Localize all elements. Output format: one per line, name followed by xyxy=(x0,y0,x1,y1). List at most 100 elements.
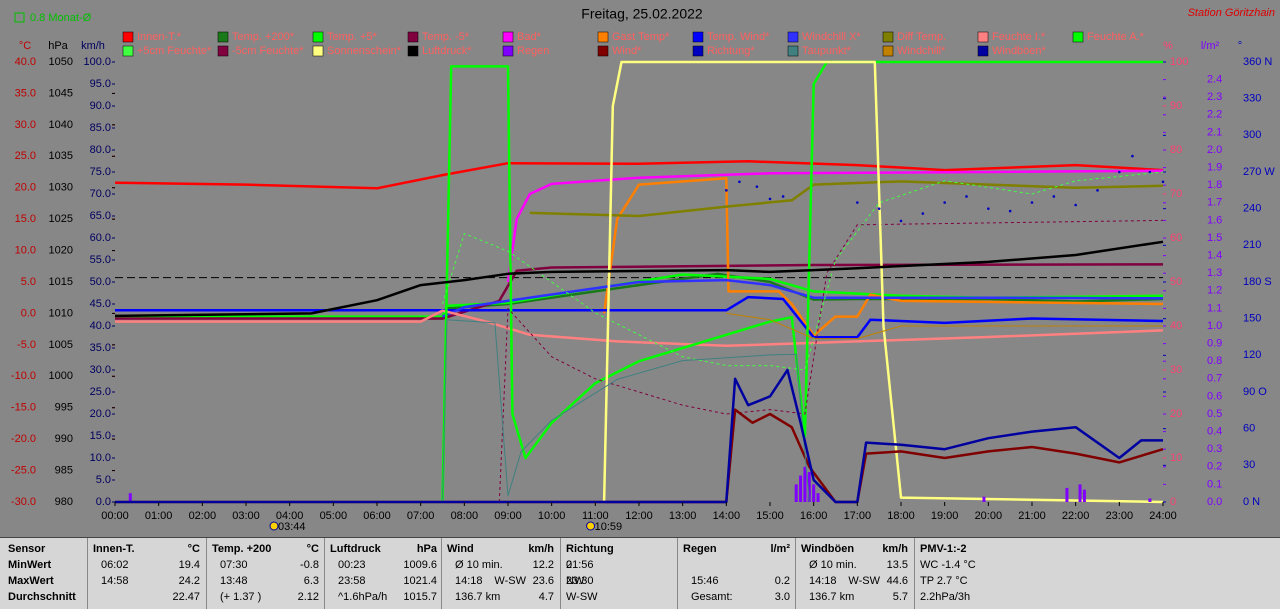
rain-bar xyxy=(803,466,807,502)
y-tick-label: 60 xyxy=(1170,232,1182,244)
legend-swatch xyxy=(597,45,609,57)
legend-swatch xyxy=(217,45,229,57)
rain-bar xyxy=(982,496,986,502)
y-tick-label: 1035 xyxy=(49,150,73,162)
legend-label: Diff Temp. xyxy=(897,31,946,43)
rain-bar xyxy=(1082,489,1086,502)
cell: 13.5 xyxy=(886,559,908,571)
cell: 19.4 xyxy=(178,559,200,571)
y-tick-label: 80.0 xyxy=(90,144,111,156)
legend-swatch xyxy=(787,45,799,57)
x-tick-label: 20:00 xyxy=(975,510,1003,522)
legend-label: Windchill X* xyxy=(802,31,861,43)
plot xyxy=(115,60,1165,504)
y-tick-label: 2.2 xyxy=(1207,109,1222,121)
x-tick-label: 22:00 xyxy=(1062,510,1090,522)
x-tick-label: 16:00 xyxy=(800,510,828,522)
legend-label: Temp. Wind* xyxy=(707,31,770,43)
rain-bar xyxy=(1078,484,1082,502)
direction-dot xyxy=(856,201,859,204)
x-tick-label: 18:00 xyxy=(887,510,915,522)
y-tick-label: 210 xyxy=(1243,239,1261,251)
y-tick-label: -5.0 xyxy=(17,339,36,351)
row-label: MinWert xyxy=(8,559,52,571)
y-tick-label: 10 xyxy=(1170,452,1182,464)
y-tick-label: 70.0 xyxy=(90,188,111,200)
legend-label: Taupunkt* xyxy=(802,45,852,57)
y-tick-label: 90 xyxy=(1170,100,1182,112)
legend-label: Feuchte I.* xyxy=(992,31,1046,43)
cell: ^1.6hPa/h xyxy=(338,591,388,603)
chart-title: Freitag, 25.02.2022 xyxy=(581,6,703,22)
y-tick-label: 85.0 xyxy=(90,122,111,134)
cell: 4.7 xyxy=(538,591,554,603)
y-tick-label: 0.4 xyxy=(1207,426,1222,438)
group-title: Richtung xyxy=(566,543,614,555)
cell: W-SW xyxy=(848,575,880,587)
y-tick-label: 30.0 xyxy=(15,119,36,131)
series-line xyxy=(115,408,1164,504)
rain-bar xyxy=(812,484,816,502)
y-tick-label: 35.0 xyxy=(90,342,111,354)
group-unit: l/m² xyxy=(770,543,790,555)
legend-swatch xyxy=(1072,31,1084,43)
y-tick-label: 0 N xyxy=(1243,496,1260,508)
x-tick-label: 24:00 xyxy=(1149,510,1177,522)
month-icon xyxy=(14,12,25,23)
sep xyxy=(560,538,561,609)
x-tick-label: 23:00 xyxy=(1106,510,1134,522)
legend-swatch xyxy=(787,31,799,43)
y-tick-label: 1015 xyxy=(49,276,73,288)
legend-label: Wind* xyxy=(612,45,642,57)
y-tick-label: 1045 xyxy=(49,87,73,99)
legend-label: Innen-T.* xyxy=(137,31,182,43)
x-tick-label: 08:00 xyxy=(451,510,479,522)
direction-dot xyxy=(1161,180,1165,184)
legend-label: Windböen* xyxy=(992,45,1047,57)
x-tick-label: 21:00 xyxy=(1018,510,1046,522)
y-tick-label: 30.0 xyxy=(90,364,111,376)
group-unit: km/h xyxy=(882,543,908,555)
y-tick-label: 10.0 xyxy=(90,452,111,464)
y-tick-label: 330 xyxy=(1243,93,1261,105)
direction-dot xyxy=(987,207,990,210)
x-tick-label: 13:00 xyxy=(669,510,697,522)
y-tick-label: 0.5 xyxy=(1207,408,1222,420)
rain-bar xyxy=(799,475,803,502)
x-tick-label: 11:00 xyxy=(582,510,609,522)
y-tick-label: 360 N xyxy=(1243,56,1272,68)
cell: 22.47 xyxy=(172,591,200,603)
series-line xyxy=(442,171,1164,371)
chart: 0.8 Monat-Ø Freitag, 25.02.2022 Station … xyxy=(11,6,1275,533)
y-tick-label: 55.0 xyxy=(90,254,111,266)
y-tick-label: 0.0 xyxy=(96,496,111,508)
direction-dot xyxy=(781,195,785,198)
legend-swatch xyxy=(122,45,134,57)
cell: 23.6 xyxy=(532,575,554,587)
series-line xyxy=(506,169,1164,283)
direction-dot xyxy=(725,189,728,192)
y-tick-label: 1030 xyxy=(49,182,73,194)
axis-unit: km/h xyxy=(81,40,105,52)
cell: 2.12 xyxy=(297,591,319,603)
legend-swatch xyxy=(882,31,894,43)
cell: 0 xyxy=(566,559,573,571)
cell: 24.2 xyxy=(178,575,200,587)
x-tick-label: 19:00 xyxy=(931,510,959,522)
sep xyxy=(795,538,796,609)
cell: 14:18 xyxy=(809,575,837,587)
y-tick-label: 25.0 xyxy=(90,386,111,398)
y-tick-label: 0.2 xyxy=(1207,461,1222,473)
y-tick-label: 1010 xyxy=(49,307,73,319)
legend-swatch xyxy=(217,31,229,43)
stats-table: Sensor MinWert MaxWert Durchschnitt Innen-T.… xyxy=(0,537,1280,609)
y-tick-label: 2.3 xyxy=(1207,91,1222,103)
legend-swatch xyxy=(882,45,894,57)
legend-label: -5cm Feuchte* xyxy=(232,45,304,57)
legend-swatch xyxy=(407,31,419,43)
y-tick-label: 5.0 xyxy=(21,276,36,288)
y-tick-label: 40.0 xyxy=(15,56,36,68)
direction-dot xyxy=(738,180,741,184)
cell: 21:56 xyxy=(566,559,594,571)
cell: 23:30 xyxy=(566,575,594,587)
